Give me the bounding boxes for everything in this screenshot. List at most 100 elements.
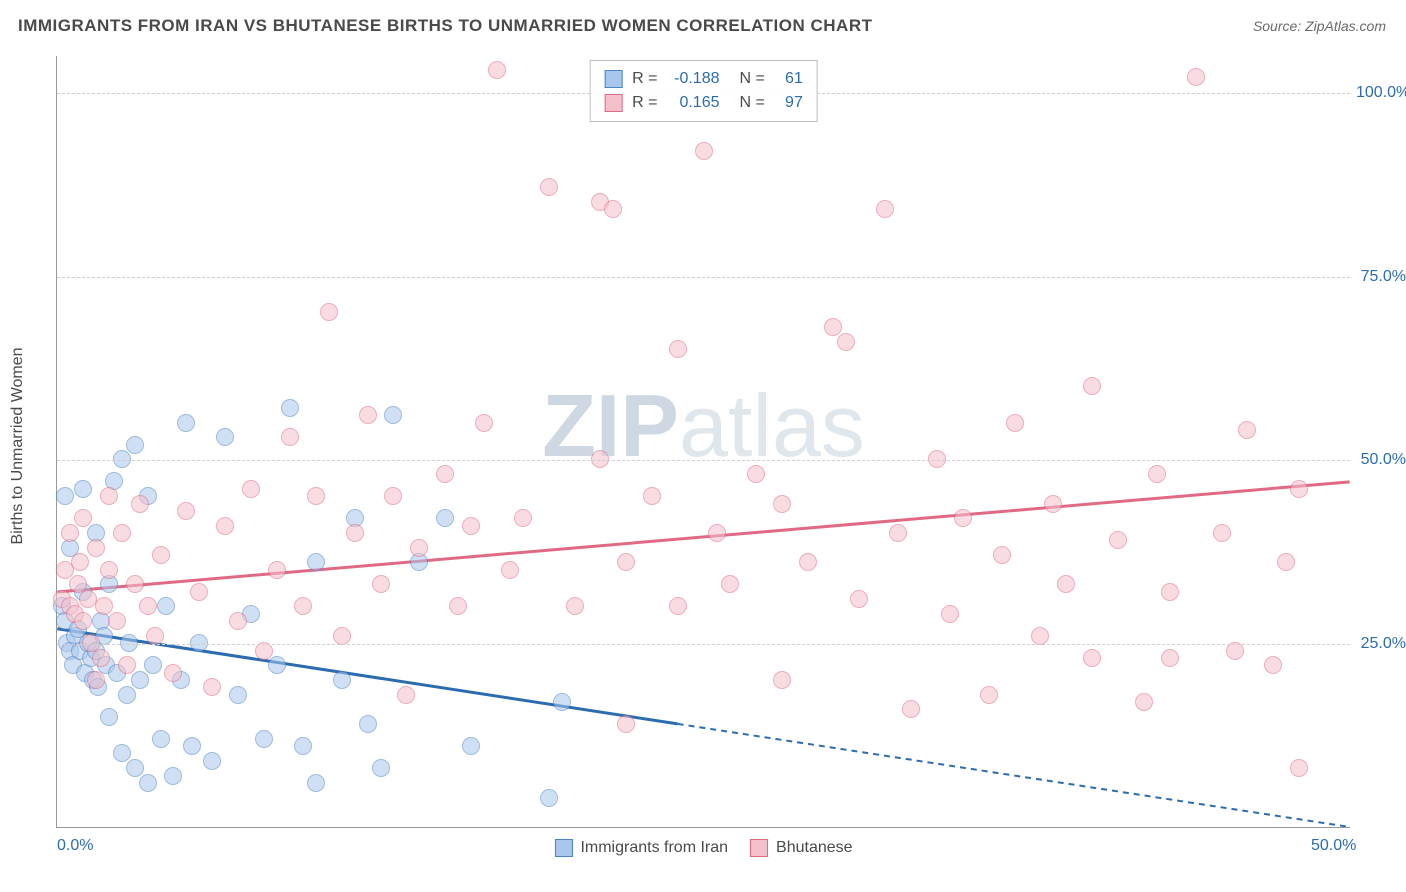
data-point-bhutanese: [1031, 627, 1049, 645]
data-point-iran: [126, 759, 144, 777]
data-point-iran: [113, 744, 131, 762]
data-point-bhutanese: [118, 656, 136, 674]
data-point-bhutanese: [74, 509, 92, 527]
data-point-bhutanese: [1277, 553, 1295, 571]
data-point-bhutanese: [268, 561, 286, 579]
data-point-bhutanese: [617, 715, 635, 733]
data-point-bhutanese: [747, 465, 765, 483]
data-point-iran: [126, 436, 144, 454]
data-point-iran: [157, 597, 175, 615]
data-point-iran: [74, 480, 92, 498]
data-point-bhutanese: [281, 428, 299, 446]
data-point-bhutanese: [669, 340, 687, 358]
data-point-bhutanese: [87, 671, 105, 689]
stats-row: R = -0.188 N = 61: [604, 67, 803, 91]
data-point-bhutanese: [889, 524, 907, 542]
data-point-iran: [268, 656, 286, 674]
data-point-bhutanese: [980, 686, 998, 704]
data-point-bhutanese: [1264, 656, 1282, 674]
data-point-iran: [216, 428, 234, 446]
gridline: [57, 460, 1350, 461]
data-point-bhutanese: [229, 612, 247, 630]
y-tick-label: 75.0%: [1356, 268, 1406, 286]
data-point-iran: [333, 671, 351, 689]
r-label: R =: [632, 91, 657, 115]
data-point-bhutanese: [139, 597, 157, 615]
legend-item: Bhutanese: [750, 839, 853, 857]
data-point-bhutanese: [1161, 583, 1179, 601]
data-point-bhutanese: [71, 553, 89, 571]
data-point-iran: [359, 715, 377, 733]
r-value: 0.165: [668, 91, 720, 115]
data-point-bhutanese: [152, 546, 170, 564]
data-point-bhutanese: [113, 524, 131, 542]
data-point-bhutanese: [773, 495, 791, 513]
data-point-bhutanese: [501, 561, 519, 579]
data-point-bhutanese: [108, 612, 126, 630]
data-point-bhutanese: [372, 575, 390, 593]
data-point-bhutanese: [294, 597, 312, 615]
data-point-bhutanese: [126, 575, 144, 593]
data-point-bhutanese: [1135, 693, 1153, 711]
data-point-bhutanese: [721, 575, 739, 593]
data-point-iran: [164, 767, 182, 785]
data-point-iran: [307, 774, 325, 792]
data-point-bhutanese: [177, 502, 195, 520]
x-tick-label: 50.0%: [1311, 837, 1356, 855]
data-point-bhutanese: [1187, 68, 1205, 86]
data-point-bhutanese: [1290, 480, 1308, 498]
data-point-iran: [372, 759, 390, 777]
data-point-bhutanese: [190, 583, 208, 601]
data-point-bhutanese: [462, 517, 480, 535]
n-label: N =: [740, 67, 765, 91]
data-point-bhutanese: [1006, 414, 1024, 432]
data-point-bhutanese: [902, 700, 920, 718]
data-point-bhutanese: [954, 509, 972, 527]
data-point-bhutanese: [216, 517, 234, 535]
data-point-bhutanese: [164, 664, 182, 682]
data-point-bhutanese: [1044, 495, 1062, 513]
data-point-bhutanese: [876, 200, 894, 218]
data-point-bhutanese: [436, 465, 454, 483]
source-attribution: Source: ZipAtlas.com: [1253, 18, 1386, 34]
data-point-bhutanese: [540, 178, 558, 196]
plot-area: ZIPatlas R =-0.188N =61R =0.165N =97 Imm…: [56, 56, 1350, 828]
swatch-icon: [604, 70, 622, 88]
data-point-bhutanese: [1083, 649, 1101, 667]
r-label: R =: [632, 67, 657, 91]
swatch-icon: [750, 839, 768, 857]
swatch-icon: [604, 94, 622, 112]
data-point-bhutanese: [993, 546, 1011, 564]
data-point-bhutanese: [824, 318, 842, 336]
data-point-iran: [255, 730, 273, 748]
data-point-iran: [152, 730, 170, 748]
data-point-iran: [139, 774, 157, 792]
gridline: [57, 277, 1350, 278]
legend-label: Immigrants from Iran: [580, 839, 728, 857]
r-value: -0.188: [668, 67, 720, 91]
data-point-iran: [229, 686, 247, 704]
legend-label: Bhutanese: [776, 839, 853, 857]
data-point-bhutanese: [837, 333, 855, 351]
data-point-bhutanese: [397, 686, 415, 704]
y-tick-label: 100.0%: [1356, 84, 1406, 102]
data-point-bhutanese: [604, 200, 622, 218]
data-point-bhutanese: [449, 597, 467, 615]
data-point-bhutanese: [1148, 465, 1166, 483]
data-point-bhutanese: [850, 590, 868, 608]
bottom-legend: Immigrants from Iran Bhutanese: [554, 839, 852, 857]
n-value: 61: [775, 67, 803, 91]
data-point-bhutanese: [941, 605, 959, 623]
data-point-bhutanese: [307, 487, 325, 505]
data-point-bhutanese: [643, 487, 661, 505]
data-point-iran: [177, 414, 195, 432]
y-axis-label: Births to Unmarried Women: [9, 347, 27, 544]
n-label: N =: [740, 91, 765, 115]
data-point-iran: [100, 708, 118, 726]
chart-title: IMMIGRANTS FROM IRAN VS BHUTANESE BIRTHS…: [18, 16, 872, 36]
data-point-bhutanese: [695, 142, 713, 160]
data-point-bhutanese: [799, 553, 817, 571]
data-point-bhutanese: [87, 539, 105, 557]
data-point-bhutanese: [131, 495, 149, 513]
data-point-bhutanese: [242, 480, 260, 498]
